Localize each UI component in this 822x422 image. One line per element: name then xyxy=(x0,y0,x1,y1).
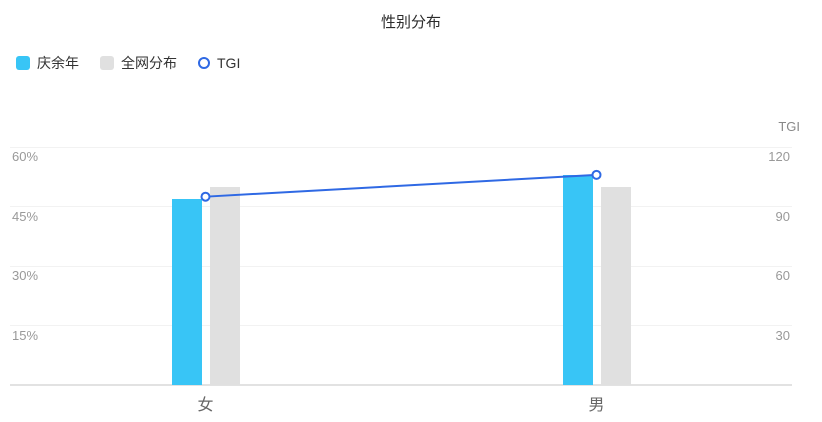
gridline xyxy=(10,206,792,208)
legend-label-qingyunian: 庆余年 xyxy=(37,55,79,71)
right-axis-tick-label: 90 xyxy=(775,208,790,224)
tgi-line xyxy=(205,173,597,198)
right-axis-tick-label: 30 xyxy=(775,327,790,343)
bar-全网分布-男 xyxy=(600,186,631,385)
legend-item-network[interactable]: 全网分布 xyxy=(100,55,177,71)
legend-swatch-network-icon xyxy=(100,56,114,70)
right-axis-tick-label: 120 xyxy=(768,149,790,164)
tgi-marker xyxy=(200,191,211,202)
right-axis-tick-label: 60 xyxy=(775,268,790,284)
legend-swatch-qingyunian-icon xyxy=(16,56,30,70)
gridline xyxy=(10,265,792,267)
right-axis-name: TGI xyxy=(778,119,800,134)
tgi-marker xyxy=(591,169,602,180)
legend-label-network: 全网分布 xyxy=(121,55,177,71)
legend-item-tgi[interactable]: TGI xyxy=(198,55,240,71)
legend-item-qingyunian[interactable]: 庆余年 xyxy=(16,55,79,71)
category-label: 男 xyxy=(588,397,605,414)
left-axis-tick-label: 15% xyxy=(12,327,39,343)
gridline xyxy=(10,146,792,148)
category-label: 女 xyxy=(197,397,214,414)
gridline xyxy=(10,325,792,327)
bar-全网分布-女 xyxy=(209,186,240,385)
legend-label-tgi: TGI xyxy=(217,55,241,71)
left-axis-tick-label: 60% xyxy=(12,149,39,164)
left-axis-tick-label: 45% xyxy=(12,208,39,224)
legend-swatch-tgi-icon xyxy=(198,57,210,69)
legend: 庆余年 全网分布 TGI xyxy=(16,55,240,71)
bar-庆余年-男 xyxy=(562,174,593,385)
bar-庆余年-女 xyxy=(171,198,202,385)
left-axis-tick-label: 30% xyxy=(12,268,39,284)
x-axis-line xyxy=(10,384,792,386)
chart-title: 性别分布 xyxy=(380,14,441,31)
